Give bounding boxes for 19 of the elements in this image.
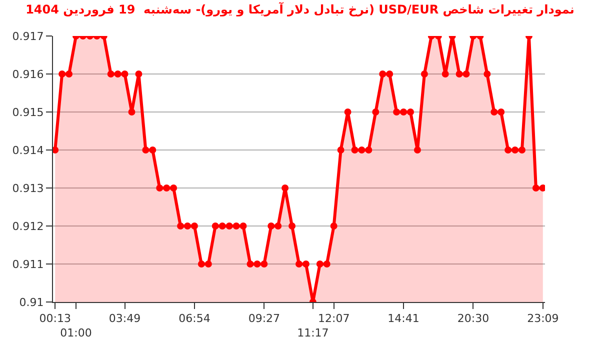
x-tick-label: 09:27 [248, 312, 280, 326]
y-tick-label: 0.912 [12, 220, 44, 233]
y-tick-label: 0.915 [12, 106, 44, 119]
y-tick-label: 0.917 [12, 30, 44, 43]
x-tick-label: 03:49 [108, 312, 141, 326]
y-tick-label: 0.911 [12, 258, 44, 271]
y-tick-label: 0.914 [12, 144, 44, 157]
y-tick-label: 0.91 [19, 296, 44, 309]
x-tick-label: 06:54 [178, 312, 210, 326]
x-tick-label: 14:41 [388, 312, 420, 326]
x-tick-label: 01:00 [60, 326, 92, 340]
x-tick-label: 11:17 [297, 326, 329, 340]
x-tick-label: 00:13 [39, 312, 71, 326]
x-tick-label: 23:09 [527, 312, 559, 326]
x-tick-label: 20:30 [457, 312, 490, 326]
y-tick-label: 0.913 [12, 182, 44, 195]
chart-title: نمودار تغییرات شاخص USD/EUR (نرخ تبادل دلار آمریکا و یورو)- سه‌شنبه 19 فروردین 1404 [26, 2, 574, 17]
x-tick-label: 12:07 [318, 312, 350, 326]
y-tick-label: 0.916 [12, 68, 44, 81]
